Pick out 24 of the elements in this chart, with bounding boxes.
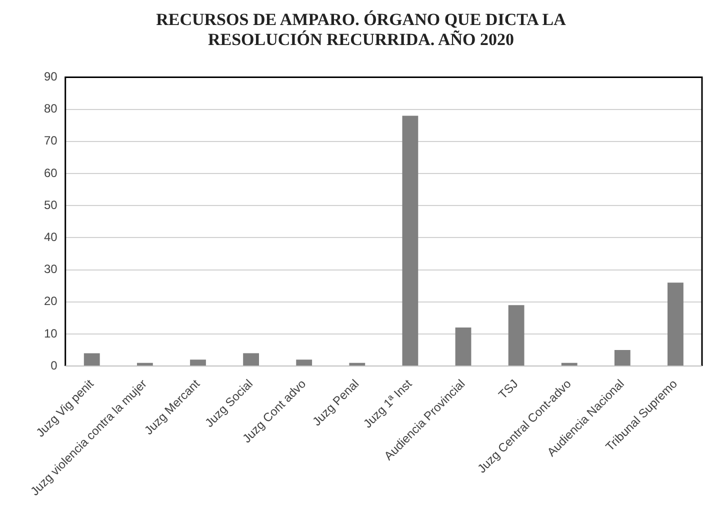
bar xyxy=(402,116,418,366)
bar xyxy=(668,282,684,366)
y-tick-label: 10 xyxy=(44,326,58,340)
bar xyxy=(243,353,259,366)
bar xyxy=(296,360,312,366)
y-tick-label: 60 xyxy=(44,166,58,180)
x-tick-label: TSJ xyxy=(496,376,521,402)
bar xyxy=(190,360,206,366)
y-tick-label: 0 xyxy=(50,358,58,372)
bar xyxy=(136,362,153,366)
y-tick-label: 50 xyxy=(44,198,58,212)
y-tick-label: 80 xyxy=(44,102,58,116)
y-tick-label: 40 xyxy=(44,230,58,244)
bar xyxy=(84,353,100,366)
bar xyxy=(349,362,366,366)
bar xyxy=(455,328,472,366)
bar xyxy=(614,350,630,366)
bar xyxy=(508,305,524,366)
y-tick-label: 30 xyxy=(44,262,58,276)
chart-title: RECURSOS DE AMPARO. ÓRGANO QUE DICTA LA RESOLUCIÓN RECURRIDA. AÑO 2020 xyxy=(155,10,567,50)
y-tick-label: 20 xyxy=(44,294,58,308)
y-tick-label: 70 xyxy=(44,134,58,148)
y-tick-label: 90 xyxy=(44,70,58,84)
bar xyxy=(561,362,578,366)
